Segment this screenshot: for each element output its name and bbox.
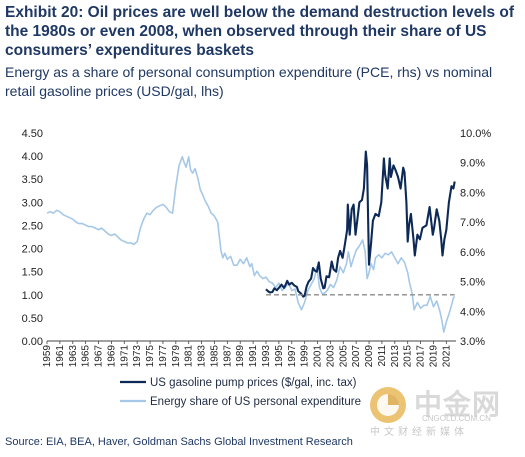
watermark-name: 中金网 <box>414 389 502 420</box>
y-right-tick-label: 3.0% <box>460 336 485 348</box>
x-tick-label: 2011 <box>377 345 388 367</box>
y-left-tick-label: 2.50 <box>22 220 43 232</box>
x-tick-label: 1975 <box>145 345 156 368</box>
x-tick-label: 2003 <box>325 345 336 368</box>
chart-title: Exhibit 20: Oil prices are well below th… <box>5 4 515 59</box>
chart-subtitle: Energy as a share of personal consumptio… <box>5 64 493 99</box>
x-tick-label: 2001 <box>313 345 324 368</box>
energy-share-line <box>46 156 456 333</box>
y-left-tick-label: 1.00 <box>22 290 43 302</box>
x-tick-label: 2009 <box>364 345 375 368</box>
y-right-tick-label: 7.0% <box>460 217 485 229</box>
x-tick-label: 2007 <box>351 345 362 368</box>
y-right-tick-label: 10.0% <box>460 128 491 140</box>
y-right-tick-label: 9.0% <box>460 158 485 170</box>
x-tick-label: 2015 <box>403 345 414 368</box>
x-tick-label: 1981 <box>184 345 195 368</box>
x-tick-label: 1995 <box>274 345 285 368</box>
y-right-tick-label: 5.0% <box>460 277 485 289</box>
x-tick-label: 1987 <box>222 345 233 368</box>
x-tick-label: 2013 <box>390 345 401 368</box>
x-tick-label: 1977 <box>158 345 169 368</box>
x-tick-label: 2005 <box>338 345 349 368</box>
source-note: Source: EIA, BEA, Haver, Goldman Sachs G… <box>5 436 353 448</box>
legend-label-energy: Energy share of US personal expenditure <box>150 396 361 408</box>
x-tick-label: 1991 <box>248 345 259 368</box>
x-tick-label: 1999 <box>300 345 311 368</box>
plot-area <box>46 150 456 333</box>
y-right-tick-label: 6.0% <box>460 247 485 259</box>
chart-axes: 0.00 0.50 1.00 1.50 2.00 2.50 3.00 3.50 4.00 4.50… <box>22 128 492 367</box>
watermark-tagline: 中文财经新媒体 <box>370 427 468 438</box>
x-tick-label: 1973 <box>132 345 143 368</box>
y-left-tick-label: 0.00 <box>22 336 43 348</box>
line-chart: 0.00 0.50 1.00 1.50 2.00 2.50 3.00 3.50 4.00 4.50… <box>22 128 492 408</box>
x-tick-label: 1997 <box>287 345 298 368</box>
x-tick-label: 2017 <box>416 345 427 368</box>
x-tick-label: 1963 <box>68 345 79 368</box>
y-left-tick-label: 4.00 <box>22 151 43 163</box>
y-left-tick-label: 3.50 <box>22 174 43 186</box>
x-tick-label: 1967 <box>94 345 105 368</box>
y-right-tick-label: 8.0% <box>460 187 485 199</box>
x-tick-label: 1959 <box>42 345 53 368</box>
x-tick-label: 2021 <box>441 345 452 368</box>
x-tick-label: 2019 <box>428 345 439 368</box>
y-left-tick-label: 4.50 <box>22 128 43 140</box>
x-tick-label: 1961 <box>55 345 66 368</box>
y-left-tick-label: 1.50 <box>22 267 43 279</box>
watermark-url: CNGOLD.COM.CN <box>422 414 491 423</box>
chart-legend: US gasoline pump prices ($/gal, inc. tax… <box>120 377 361 408</box>
y-right-tick-label: 4.0% <box>460 306 485 318</box>
x-tick-label: 1969 <box>106 345 117 368</box>
y-left-tick-label: 0.50 <box>22 313 43 325</box>
x-tick-label: 1971 <box>119 345 130 368</box>
legend-label-gasoline: US gasoline pump prices ($/gal, inc. tax… <box>150 377 357 389</box>
y-left-tick-label: 2.00 <box>22 244 43 256</box>
x-tick-label: 1989 <box>235 345 246 368</box>
x-tick-label: 1965 <box>81 345 92 368</box>
gasoline-price-line <box>265 150 456 298</box>
x-tick-label: 1993 <box>261 345 272 368</box>
watermark-logo-icon <box>370 387 406 423</box>
y-left-tick-label: 3.00 <box>22 197 43 209</box>
x-tick-label: 1983 <box>197 345 208 368</box>
x-tick-label: 1979 <box>171 345 182 368</box>
x-tick-label: 1985 <box>209 345 220 368</box>
